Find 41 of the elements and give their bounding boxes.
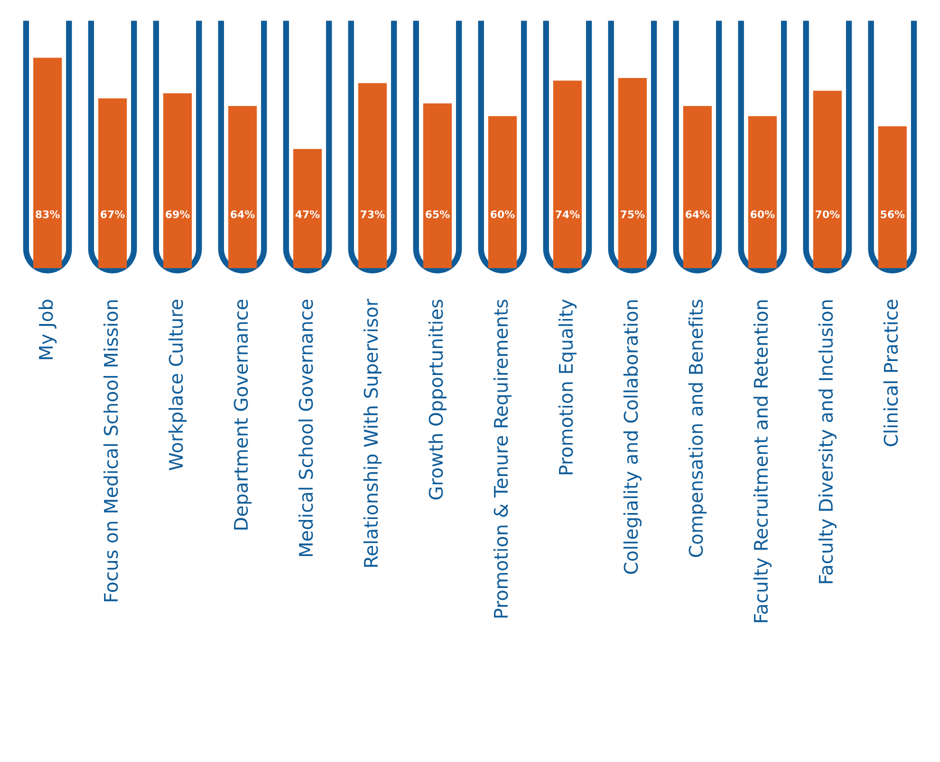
data-label: 56%: [880, 210, 905, 218]
bar: [488, 116, 517, 268]
data-label: 60%: [490, 210, 515, 218]
bar: [98, 98, 127, 268]
bar: [228, 106, 257, 268]
bar: [553, 80, 582, 268]
bar: [683, 106, 712, 268]
x-tick-label: Growth Opportunities: [428, 300, 447, 500]
data-label: 74%: [556, 210, 580, 218]
x-tick-label: Compensation and Benefits: [688, 300, 707, 557]
x-tick-label: Faculty Recruitment and Retention: [753, 300, 772, 622]
bar: [293, 149, 322, 268]
data-label: 69%: [166, 210, 190, 218]
data-label: 64%: [230, 210, 255, 218]
x-tick-label: Clinical Practice: [883, 300, 898, 446]
x-tick-label: Workplace Culture: [168, 300, 187, 470]
bar: [813, 90, 842, 268]
data-label: 60%: [750, 210, 775, 218]
x-tick-label: My Job: [38, 300, 57, 360]
bar: [358, 83, 387, 268]
x-tick-label: Focus on Medical School Mission: [103, 300, 118, 602]
data-label: 47%: [296, 210, 320, 218]
data-label: 83%: [36, 210, 60, 218]
bar: [748, 116, 777, 268]
data-label: 70%: [816, 210, 840, 218]
data-label: 65%: [426, 210, 450, 218]
x-tick-label: Faculty Diversity and Inclusion: [818, 300, 837, 584]
x-tick-label: Department Governance: [234, 300, 252, 530]
data-label: 73%: [360, 210, 385, 218]
bar: [423, 103, 452, 268]
bar: [163, 93, 192, 268]
bar: [878, 126, 907, 268]
x-tick-label: Collegiality and Collaboration: [623, 300, 642, 574]
x-tick-label: Promotion & Tenure Requirements: [493, 300, 512, 618]
bar: [618, 78, 647, 268]
x-tick-label: Medical School Governance: [298, 300, 313, 556]
x-tick-label: Relationship With Supervisor: [363, 298, 382, 567]
x-tick-label: Promotion Equality: [558, 299, 577, 474]
data-label: 64%: [686, 210, 710, 218]
data-label: 75%: [620, 210, 645, 218]
data-label: 67%: [100, 210, 125, 218]
